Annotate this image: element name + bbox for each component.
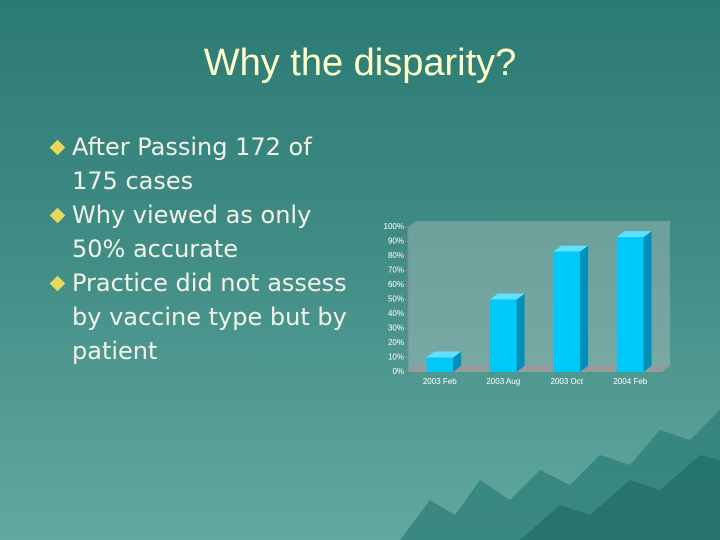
y-tick-label: 100% (384, 222, 404, 231)
chart-floor (408, 366, 670, 372)
bar-top (553, 245, 589, 252)
bar-side (580, 245, 589, 372)
y-tick-label: 0% (392, 367, 404, 376)
bar-top (616, 231, 652, 238)
bullet-text: Why viewed as only 50% accurate (72, 201, 312, 263)
bullet-marker (49, 275, 66, 292)
y-tick-label: 10% (388, 353, 404, 362)
mountain-decoration (520, 455, 720, 540)
x-tick-label: 2003 Aug (486, 377, 520, 386)
bar (426, 357, 454, 372)
bar (489, 299, 517, 372)
y-tick-label: 80% (388, 251, 404, 260)
y-tick-label: 70% (388, 266, 404, 275)
y-tick-label: 50% (388, 295, 404, 304)
bullet-text: Practice did not assess by vaccine type … (72, 269, 347, 365)
x-tick-label: 2003 Oct (551, 377, 584, 386)
bullet-marker (49, 207, 66, 224)
bullet-text: After Passing 172 of 175 cases (72, 133, 312, 195)
x-tick-label: 2003 Feb (423, 377, 457, 386)
bar-top (489, 293, 525, 300)
bullet: After Passing 172 of 175 cases (49, 130, 350, 198)
bar-side (643, 231, 652, 372)
x-tick-label: 2004 Feb (613, 377, 647, 386)
bullet: Why viewed as only 50% accurate (49, 198, 350, 266)
y-tick-label: 60% (388, 280, 404, 289)
y-tick-label: 90% (388, 237, 404, 246)
bullet: Practice did not assess by vaccine type … (49, 266, 350, 368)
y-tick-label: 20% (388, 338, 404, 347)
y-tick-label: 30% (388, 324, 404, 333)
bar (553, 251, 581, 372)
slide-title: Why the disparity? (203, 42, 517, 84)
bar-side (516, 293, 525, 372)
chart-wall (408, 221, 670, 372)
bar (616, 237, 644, 372)
bullet-list: After Passing 172 of 175 cases Why viewed… (49, 130, 350, 368)
bar-side (453, 351, 462, 372)
bar-top (426, 351, 462, 358)
bullet-marker (49, 139, 66, 156)
y-tick-label: 40% (388, 309, 404, 318)
